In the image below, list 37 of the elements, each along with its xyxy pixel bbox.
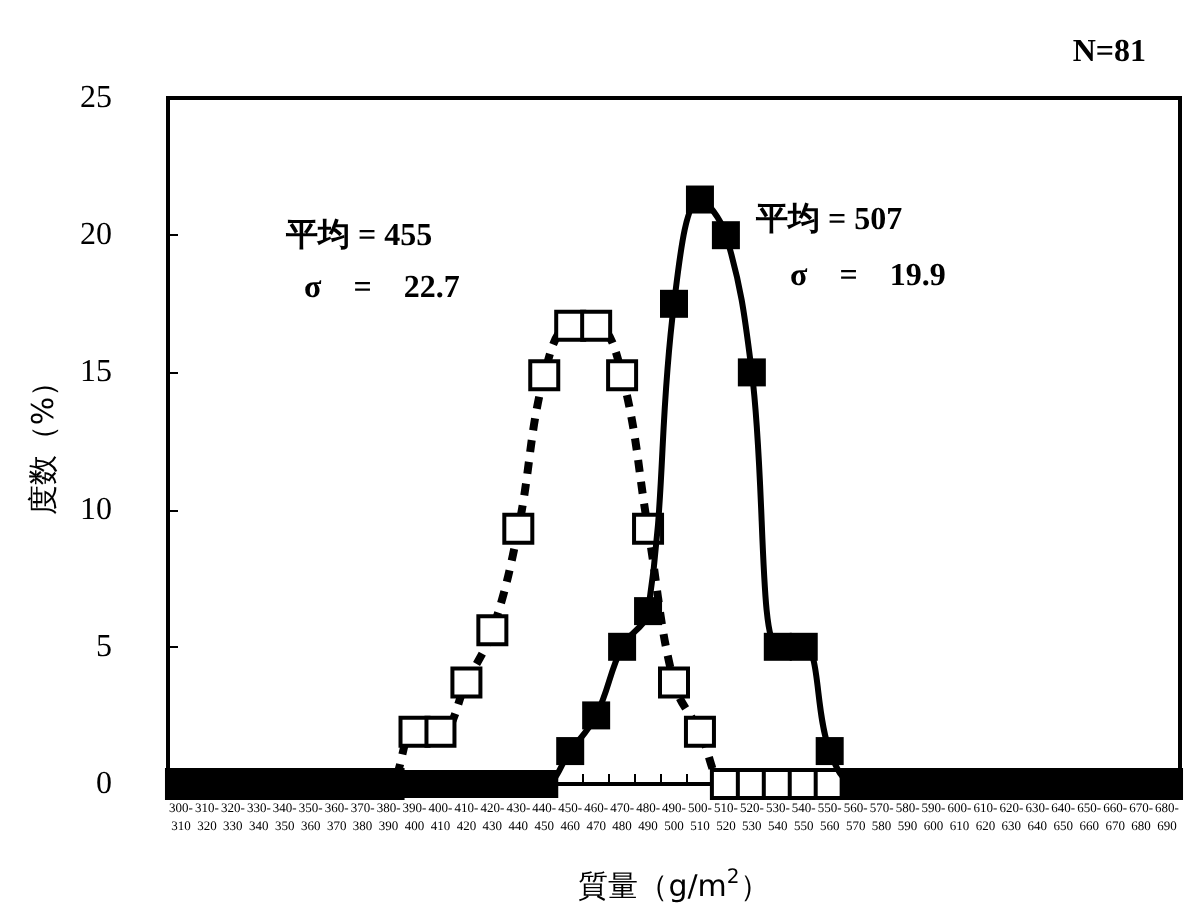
point bbox=[608, 632, 637, 661]
y-tick-label: 0 bbox=[96, 767, 112, 801]
point bbox=[683, 715, 716, 748]
point bbox=[789, 632, 818, 661]
point bbox=[478, 770, 507, 798]
annotation: 平均 = 455 bbox=[284, 217, 433, 253]
point bbox=[502, 512, 535, 545]
y-tick-label: 5 bbox=[96, 629, 112, 664]
point bbox=[580, 309, 613, 342]
point bbox=[737, 358, 766, 387]
point bbox=[452, 770, 481, 798]
annotation: σ = 22.7 bbox=[304, 271, 460, 305]
y-tick-label: 10 bbox=[80, 492, 112, 527]
point bbox=[660, 289, 688, 318]
point bbox=[476, 614, 509, 647]
text: N=81 bbox=[1072, 35, 1146, 69]
annotation: 平均 = 507 bbox=[754, 201, 903, 237]
point bbox=[763, 632, 792, 661]
y-tick-label: 25 bbox=[80, 81, 112, 115]
point bbox=[426, 770, 455, 798]
point bbox=[504, 770, 533, 798]
point bbox=[815, 737, 844, 766]
point bbox=[582, 701, 611, 730]
point bbox=[658, 666, 690, 699]
point bbox=[634, 597, 663, 626]
point bbox=[528, 359, 561, 392]
point bbox=[606, 359, 639, 392]
y-axis-title: 度数（%） bbox=[25, 366, 62, 516]
y-tick-label: 20 bbox=[80, 218, 112, 253]
point bbox=[685, 185, 714, 214]
point bbox=[450, 666, 483, 699]
annotation: σ = 19.9 bbox=[790, 259, 946, 293]
point bbox=[711, 221, 740, 250]
y-tick-label: 15 bbox=[80, 355, 112, 390]
point bbox=[530, 770, 559, 798]
point bbox=[424, 715, 457, 748]
point bbox=[556, 737, 585, 766]
